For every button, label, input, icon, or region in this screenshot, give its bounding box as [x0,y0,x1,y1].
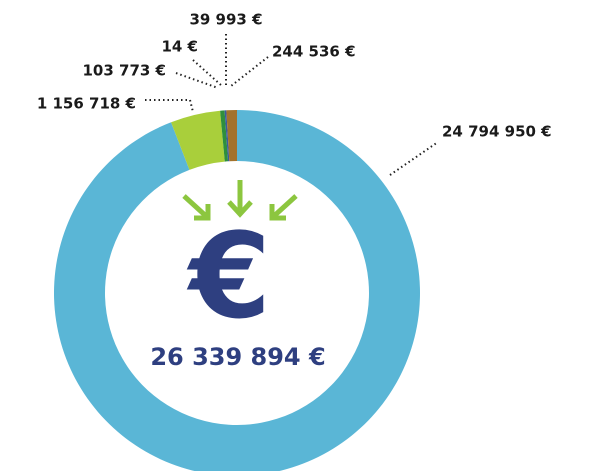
donut-segment [171,110,225,170]
euro-icon: € [186,207,271,345]
leader-line [230,56,269,87]
donut-segment [226,110,237,162]
value-label: 39 993 € [189,11,262,29]
value-label: 24 794 950 € [442,123,552,141]
leader-line [175,72,219,89]
value-label: 244 536 € [272,43,356,61]
total-label: 26 339 894 € [150,343,325,371]
donut [54,110,420,471]
donut-segment [220,110,229,162]
arrows [182,180,298,221]
leader-line [145,99,194,113]
leader-line [389,141,439,176]
value-label: 103 773 € [82,62,166,80]
value-label: 1 156 718 € [37,95,136,113]
donut-segment [224,110,230,162]
leader-line [192,59,223,87]
value-label: 14 € [161,38,198,56]
donut-segment [224,110,229,162]
